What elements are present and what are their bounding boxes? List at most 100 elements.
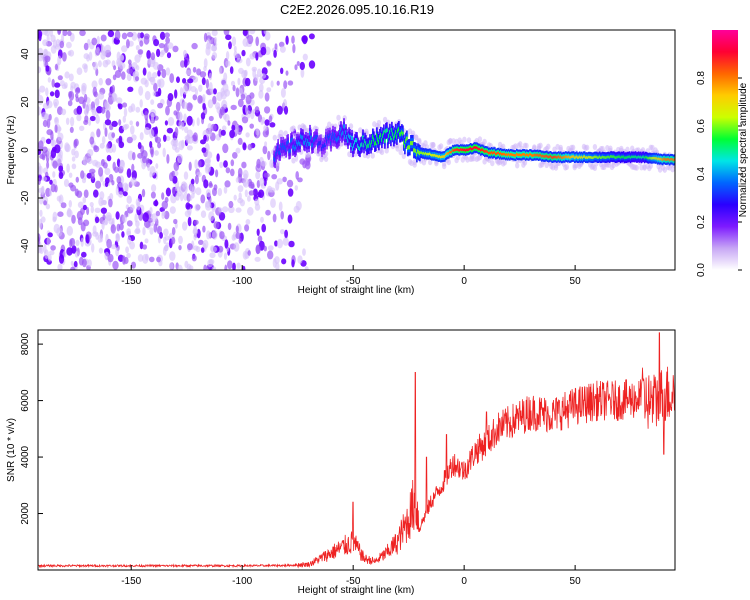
spectrogram-noise-cell — [41, 151, 46, 161]
spectrogram-noise-cell — [157, 70, 161, 77]
spectrogram-ridge-core — [624, 156, 627, 159]
spectrogram-ridge-core — [461, 148, 463, 152]
spectrogram-ridge-core — [342, 130, 344, 135]
spectrogram-noise-cell — [270, 80, 274, 88]
colorbar-ticks: 0.0 0.2 0.4 0.6 0.8 — [696, 71, 742, 277]
spectrogram-halo-cell — [414, 134, 419, 141]
spectrogram-noise-cell — [247, 195, 251, 202]
spectrogram-ridge-core — [398, 127, 400, 132]
spectrogram-ridge-core — [607, 155, 610, 159]
spectrogram-noise-cell — [38, 140, 44, 150]
spectrogram-noise-cell — [106, 238, 112, 249]
spectrogram-noise-cell — [87, 259, 92, 267]
spectrogram-ridge-core — [595, 155, 598, 159]
spectrogram-noise-cell — [256, 158, 261, 169]
spectrogram-ridge-core — [369, 140, 371, 145]
spectrogram-noise-cell — [152, 61, 159, 70]
spectrogram-noise-cell — [141, 188, 146, 198]
spectrogram-noise-cell — [255, 171, 261, 180]
spectrogram-noise-cell — [149, 207, 153, 215]
spectrogram-ridge-core — [418, 150, 420, 155]
spectrogram-noise-cell — [49, 91, 55, 97]
spectrogram-ridge-core — [284, 144, 286, 149]
spectrogram-ridge-core — [661, 158, 664, 162]
spectrogram-noise-cell — [142, 212, 149, 223]
spectrogram-ridge-core — [375, 140, 377, 145]
spectrogram-noise-cell — [169, 206, 176, 214]
spectrogram-ridge-core — [630, 155, 633, 158]
spectrogram-ridge-core — [660, 157, 663, 161]
spectrogram-noise-cell — [192, 66, 197, 73]
spectrogram-noise-cell — [52, 216, 57, 223]
spectrogram-noise-cell — [151, 213, 158, 223]
spectrogram-noise-cell — [69, 239, 73, 248]
spectrogram-ridge-core — [388, 133, 390, 138]
spectrogram-noise-cell — [173, 218, 178, 225]
spectrogram-noise-cell — [224, 264, 228, 270]
spectrogram-noise-cell — [127, 59, 132, 65]
spectrogram-ridge-core — [345, 130, 347, 135]
spectrogram-noise-cell — [178, 235, 183, 245]
spectrogram-noise-cell — [65, 117, 70, 126]
spectrogram-noise-cell — [158, 43, 165, 49]
spectrogram-ridge-core — [498, 151, 500, 155]
spectrogram-noise-cell — [247, 250, 251, 256]
spectrogram-ridge-core — [395, 130, 397, 135]
spectrogram-ridge-core — [328, 136, 330, 141]
spectrogram-noise-cell — [194, 175, 199, 185]
spectrogram-noise-cell — [96, 106, 103, 114]
spectrogram-ridge-core — [437, 154, 439, 158]
spectrogram-noise-cell — [121, 71, 126, 80]
spectrogram-noise-cell — [46, 148, 51, 159]
spectrogram-noise-cell — [150, 191, 156, 199]
spectrogram-ridge-core — [289, 148, 291, 153]
spectrogram-ridge-core — [434, 153, 436, 157]
spectrogram-ridge-core — [336, 138, 338, 143]
spectrogram-noise-cell — [201, 147, 207, 153]
spectrogram-noise-cell — [204, 165, 210, 174]
spectrogram-halo-cell — [370, 152, 375, 159]
spectrogram-halo-cell — [428, 159, 433, 166]
spectrogram-ridge-core — [663, 157, 666, 161]
spectrogram-noise-cell — [45, 65, 50, 72]
spectrogram-ridge-core — [451, 150, 453, 154]
spectrogram-noise-cell — [211, 266, 217, 270]
spectrogram-noise-cell — [271, 174, 278, 180]
spectrogram-ridge-core — [493, 151, 495, 154]
spectrogram-ridge-core — [427, 152, 429, 156]
spectrogram-ridge-core — [542, 155, 545, 158]
spectrogram-ridge-core — [614, 156, 617, 159]
spectrogram-noise-cell — [42, 48, 49, 58]
spectrogram-ridge-core — [602, 156, 605, 159]
spectrogram-ridge-core — [330, 141, 332, 146]
spectrogram-ridge-core — [590, 156, 593, 159]
spectrogram-noise-cell — [153, 82, 158, 92]
spectrogram-noise-cell — [164, 120, 168, 126]
spectrogram-noise-cell — [235, 124, 239, 134]
spectrogram-noise-cell — [74, 87, 81, 94]
spectrogram-noise-cell — [91, 107, 97, 117]
spectrogram-noise-cell — [126, 252, 131, 259]
spectrogram-ridge-core — [445, 153, 447, 157]
spectrogram-halo-cell — [515, 162, 520, 169]
spectrogram-noise-cell — [186, 193, 191, 203]
spectrogram-ridge-core — [304, 141, 306, 146]
spectrogram-noise-cell — [126, 195, 132, 204]
spectrogram-noise-cell — [227, 260, 233, 270]
spectrogram-ridge-core — [597, 156, 600, 159]
spectrogram-noise-cell — [105, 103, 109, 110]
spectrogram-ridge-core — [455, 148, 457, 152]
spectrogram-noise-cell — [274, 256, 280, 264]
spectrogram-noise-cell — [287, 188, 294, 197]
spectrogram-ridge-core — [516, 152, 518, 156]
spectrogram-noise-cell — [100, 199, 107, 206]
spectrogram-ridge-core — [367, 143, 369, 148]
spectrogram-noise-cell — [276, 80, 280, 86]
spectrogram-noise-cell — [142, 67, 147, 76]
spectrogram-noise-cell — [233, 45, 237, 52]
spectrogram-ridge-core — [612, 155, 615, 158]
spectrogram-ridge-core — [511, 153, 513, 156]
spectrogram-noise-cell — [187, 78, 194, 84]
spectrogram-noise-cell — [210, 45, 218, 52]
spectrogram-noise-cell — [280, 67, 284, 75]
